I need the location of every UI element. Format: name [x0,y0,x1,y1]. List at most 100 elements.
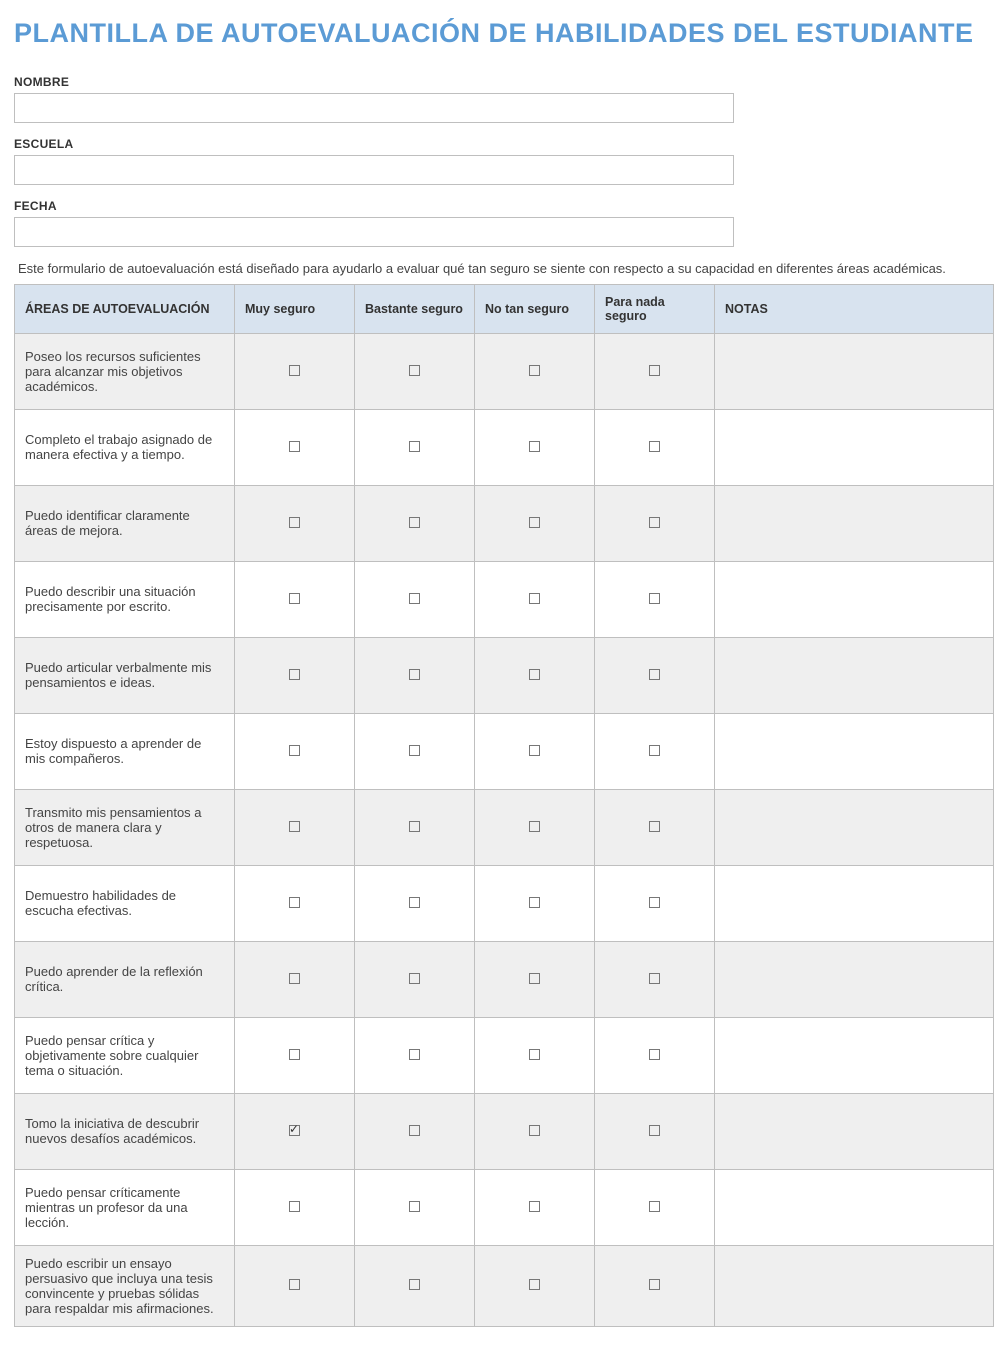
checkbox[interactable] [649,365,660,376]
checkbox[interactable] [289,669,300,680]
table-row: Puedo pensar crítica y objetivamente sob… [15,1017,994,1093]
checkbox[interactable] [409,745,420,756]
notas-cell[interactable] [715,409,994,485]
checkbox[interactable] [289,593,300,604]
check-cell [235,941,355,1017]
row-text: Completo el trabajo asignado de manera e… [15,409,235,485]
page-title: PLANTILLA DE AUTOEVALUACIÓN DE HABILIDAD… [14,18,994,49]
checkbox[interactable] [529,821,540,832]
col-notas: NOTAS [715,284,994,333]
notas-cell[interactable] [715,789,994,865]
checkbox[interactable] [649,1201,660,1212]
check-cell [475,409,595,485]
checkbox[interactable] [289,897,300,908]
notas-cell[interactable] [715,1169,994,1245]
checkbox[interactable] [649,441,660,452]
fecha-label: FECHA [14,199,994,213]
table-row: Puedo aprender de la reflexión crítica. [15,941,994,1017]
checkbox[interactable] [409,517,420,528]
checkbox[interactable] [649,593,660,604]
escuela-input[interactable] [14,155,734,185]
notas-cell[interactable] [715,485,994,561]
checkbox[interactable] [289,1201,300,1212]
checkbox[interactable] [409,821,420,832]
check-cell [235,1017,355,1093]
checkbox[interactable] [649,745,660,756]
checkbox[interactable] [289,1049,300,1060]
checkbox[interactable] [289,745,300,756]
checkbox[interactable] [289,365,300,376]
checkbox[interactable] [529,593,540,604]
nombre-label: NOMBRE [14,75,994,89]
notas-cell[interactable] [715,865,994,941]
notas-cell[interactable] [715,333,994,409]
checkbox[interactable] [289,1125,300,1136]
checkbox[interactable] [409,441,420,452]
checkbox[interactable] [409,973,420,984]
checkbox[interactable] [649,973,660,984]
checkbox[interactable] [529,1201,540,1212]
check-cell [355,1169,475,1245]
checkbox[interactable] [529,745,540,756]
checkbox[interactable] [649,1125,660,1136]
checkbox[interactable] [529,1279,540,1290]
col-muy-seguro: Muy seguro [235,284,355,333]
checkbox[interactable] [529,1049,540,1060]
notas-cell[interactable] [715,637,994,713]
checkbox[interactable] [409,593,420,604]
nombre-input[interactable] [14,93,734,123]
checkbox[interactable] [649,821,660,832]
notas-cell[interactable] [715,1093,994,1169]
check-cell [475,713,595,789]
table-row: Demuestro habilidades de escucha efectiv… [15,865,994,941]
checkbox[interactable] [529,973,540,984]
notas-cell[interactable] [715,713,994,789]
checkbox[interactable] [409,1049,420,1060]
checkbox[interactable] [529,897,540,908]
notas-cell[interactable] [715,561,994,637]
check-cell [235,865,355,941]
checkbox[interactable] [649,897,660,908]
check-cell [595,865,715,941]
checkbox[interactable] [409,1125,420,1136]
checkbox[interactable] [289,1279,300,1290]
check-cell [235,637,355,713]
checkbox[interactable] [289,517,300,528]
check-cell [595,561,715,637]
checkbox[interactable] [409,365,420,376]
checkbox[interactable] [529,441,540,452]
checkbox[interactable] [649,517,660,528]
checkbox[interactable] [289,973,300,984]
check-cell [355,941,475,1017]
checkbox[interactable] [409,897,420,908]
row-text: Tomo la iniciativa de descubrir nuevos d… [15,1093,235,1169]
notas-cell[interactable] [715,1017,994,1093]
checkbox[interactable] [649,1279,660,1290]
fecha-input[interactable] [14,217,734,247]
table-row: Puedo describir una situación precisamen… [15,561,994,637]
checkbox[interactable] [409,1279,420,1290]
row-text: Puedo aprender de la reflexión crítica. [15,941,235,1017]
check-cell [235,1093,355,1169]
checkbox[interactable] [529,365,540,376]
table-row: Puedo escribir un ensayo persuasivo que … [15,1245,994,1326]
notas-cell[interactable] [715,1245,994,1326]
checkbox[interactable] [529,1125,540,1136]
check-cell [355,1093,475,1169]
table-row: Completo el trabajo asignado de manera e… [15,409,994,485]
assessment-table: ÁREAS DE AUTOEVALUACIÓN Muy seguro Basta… [14,284,994,1327]
checkbox[interactable] [409,669,420,680]
checkbox[interactable] [289,441,300,452]
notas-cell[interactable] [715,941,994,1017]
check-cell [475,485,595,561]
checkbox[interactable] [409,1201,420,1212]
table-row: Puedo identificar claramente áreas de me… [15,485,994,561]
checkbox[interactable] [529,669,540,680]
checkbox[interactable] [649,1049,660,1060]
checkbox[interactable] [289,821,300,832]
row-text: Puedo describir una situación precisamen… [15,561,235,637]
checkbox[interactable] [649,669,660,680]
check-cell [355,409,475,485]
checkbox[interactable] [529,517,540,528]
check-cell [475,1017,595,1093]
